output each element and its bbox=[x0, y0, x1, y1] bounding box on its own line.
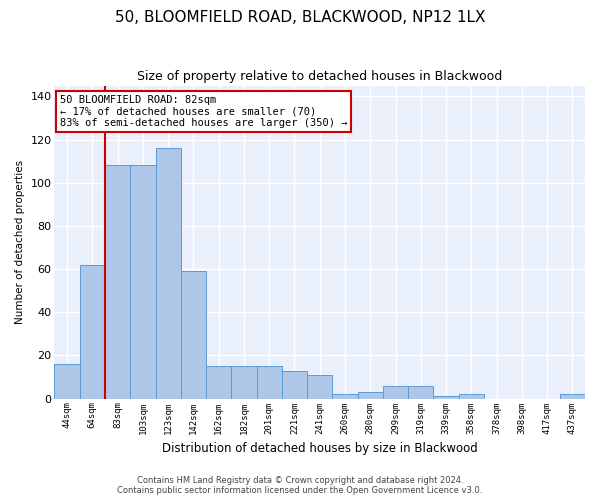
Bar bbox=[358, 392, 383, 398]
Bar bbox=[130, 166, 155, 398]
Bar bbox=[80, 265, 105, 398]
Bar bbox=[155, 148, 181, 399]
Text: Contains HM Land Registry data © Crown copyright and database right 2024.
Contai: Contains HM Land Registry data © Crown c… bbox=[118, 476, 482, 495]
Bar bbox=[383, 386, 408, 398]
Bar bbox=[232, 366, 257, 398]
Title: Size of property relative to detached houses in Blackwood: Size of property relative to detached ho… bbox=[137, 70, 502, 83]
Bar bbox=[408, 386, 433, 398]
Bar bbox=[332, 394, 358, 398]
Bar bbox=[282, 370, 307, 398]
Bar bbox=[257, 366, 282, 398]
Bar bbox=[206, 366, 232, 398]
Bar bbox=[307, 375, 332, 398]
Bar bbox=[181, 271, 206, 398]
Y-axis label: Number of detached properties: Number of detached properties bbox=[15, 160, 25, 324]
Text: 50 BLOOMFIELD ROAD: 82sqm
← 17% of detached houses are smaller (70)
83% of semi-: 50 BLOOMFIELD ROAD: 82sqm ← 17% of detac… bbox=[60, 95, 347, 128]
X-axis label: Distribution of detached houses by size in Blackwood: Distribution of detached houses by size … bbox=[162, 442, 478, 455]
Text: 50, BLOOMFIELD ROAD, BLACKWOOD, NP12 1LX: 50, BLOOMFIELD ROAD, BLACKWOOD, NP12 1LX bbox=[115, 10, 485, 25]
Bar bbox=[458, 394, 484, 398]
Bar bbox=[55, 364, 80, 398]
Bar bbox=[560, 394, 585, 398]
Bar bbox=[433, 396, 458, 398]
Bar bbox=[105, 166, 130, 398]
